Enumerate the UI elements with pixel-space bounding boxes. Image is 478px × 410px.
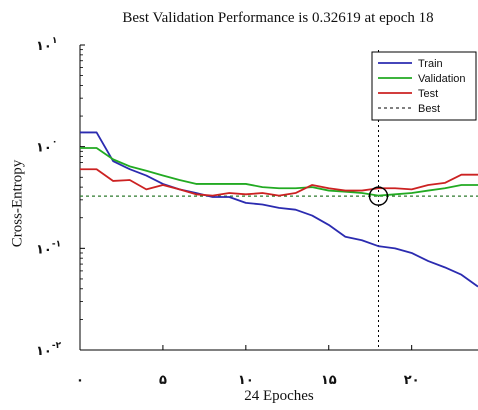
- y-tick-exponent: ۱: [52, 36, 58, 46]
- legend-label-validation: Validation: [418, 73, 466, 85]
- chart-title: Best Validation Performance is 0.32619 a…: [122, 10, 434, 26]
- best-point-marker: [368, 186, 389, 206]
- x-tick-label: ۲۰: [404, 373, 420, 388]
- x-axis-label: 24 Epoches: [244, 388, 314, 404]
- x-tick-label: ۱۰: [238, 373, 254, 388]
- y-tick-label: ۱۰-۱: [36, 239, 61, 257]
- x-tick-label: ۱۵: [321, 373, 337, 388]
- legend-label-train: Train: [418, 58, 443, 70]
- y-tick-label: ۱۰۱: [36, 36, 57, 54]
- y-tick-exponent: -۱: [52, 239, 61, 249]
- series-line-validation: [80, 147, 478, 197]
- y-tick-exponent: ۰: [52, 138, 58, 148]
- x-tick-label: ۵: [159, 373, 167, 388]
- series-line-test: [80, 168, 478, 197]
- x-tick-label: ۰: [76, 373, 84, 388]
- legend-label-best: Best: [418, 103, 440, 115]
- y-tick-label: ۱۰-۲: [36, 341, 62, 359]
- series-line-train: [80, 131, 478, 288]
- y-tick-label: ۱۰۰: [36, 138, 57, 156]
- y-tick-exponent: -۲: [52, 341, 62, 351]
- legend-label-test: Test: [418, 88, 438, 100]
